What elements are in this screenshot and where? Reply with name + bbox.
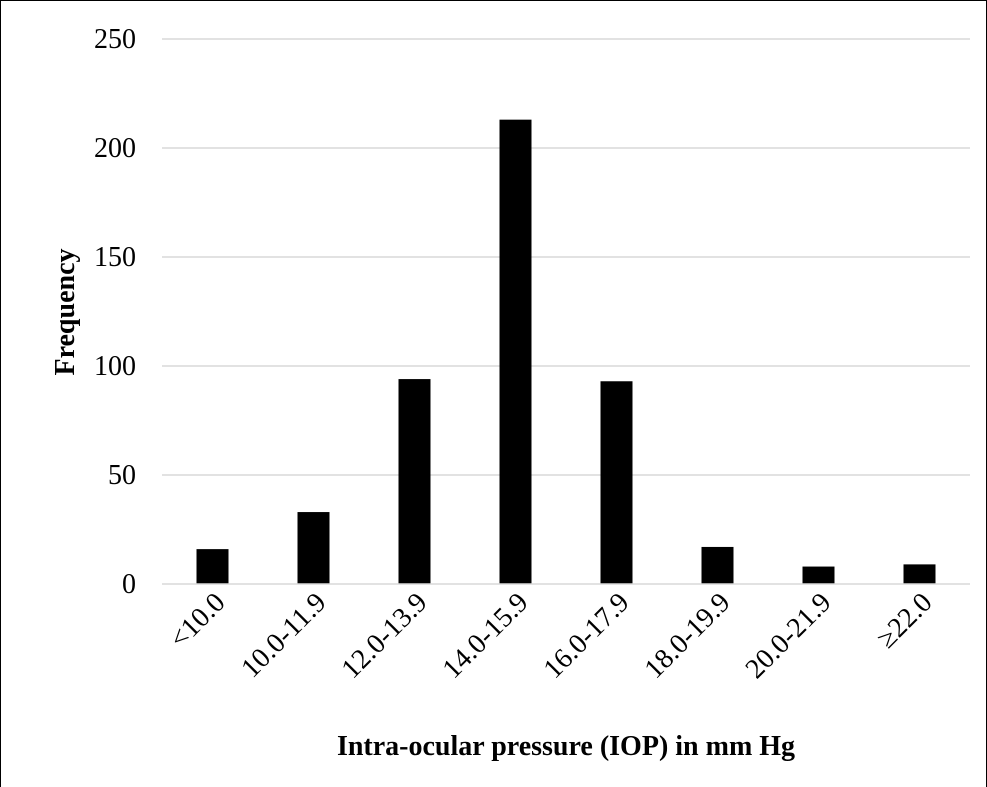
y-tick-label: 250 — [94, 24, 136, 55]
bar — [802, 566, 835, 584]
x-tick-label: 12.0-13.9 — [336, 587, 434, 685]
y-tick-label: 0 — [122, 569, 136, 600]
bar — [903, 564, 936, 584]
x-tick-label: 20.0-21.9 — [740, 587, 838, 685]
x-tick-label: 14.0-15.9 — [437, 587, 535, 685]
x-tick-label: ≥22.0 — [871, 587, 938, 654]
x-tick-label: 10.0-11.9 — [235, 587, 332, 684]
bar — [600, 381, 633, 584]
chart-frame — [0, 0, 987, 765]
x-tick-label: <10.0 — [164, 587, 232, 655]
x-tick-label: 18.0-19.9 — [639, 587, 737, 685]
y-tick-label: 200 — [94, 133, 136, 164]
bars — [196, 119, 936, 584]
y-tick-label: 100 — [94, 351, 136, 382]
x-tick-label: 16.0-17.9 — [538, 587, 636, 685]
bar — [398, 379, 431, 584]
y-axis-ticks: 0 50 100 150 200 250 — [94, 24, 136, 600]
bar — [701, 546, 734, 584]
x-axis-title: Intra-ocular pressure (IOP) in mm Hg — [337, 731, 795, 762]
bar — [196, 549, 229, 584]
bar — [297, 512, 330, 584]
frame-left-edge — [0, 764, 1, 787]
gridlines — [162, 38, 970, 476]
bar — [499, 119, 532, 584]
x-axis-ticks: <10.0 10.0-11.9 12.0-13.9 14.0-15.9 16.0-17.… — [164, 587, 939, 685]
y-tick-label: 150 — [94, 242, 136, 273]
y-axis-title: Frequency — [50, 248, 81, 375]
y-tick-label: 50 — [108, 460, 136, 491]
